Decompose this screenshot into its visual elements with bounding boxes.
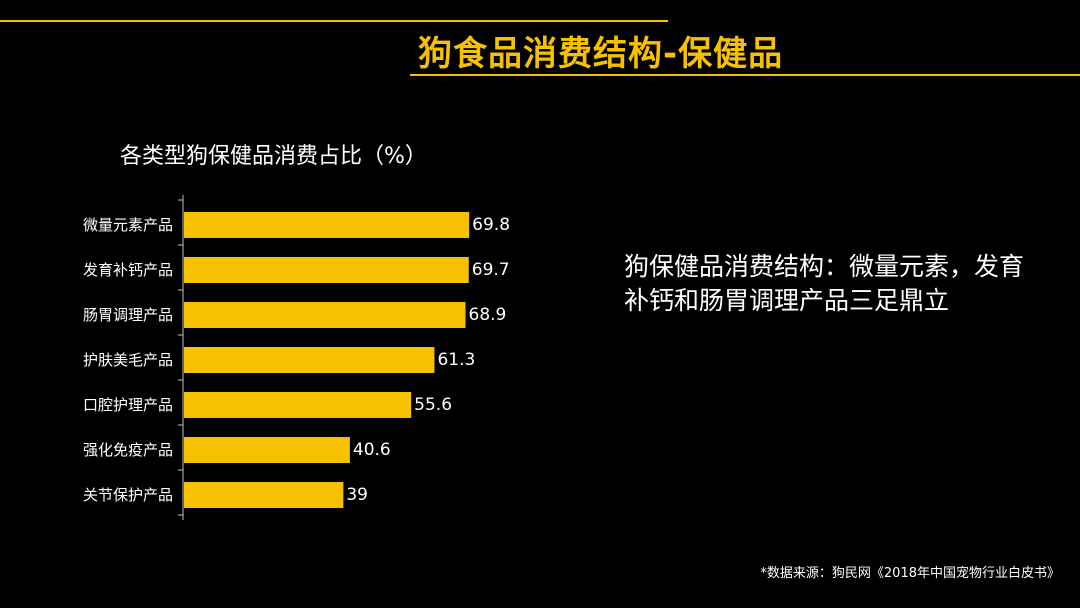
category-axis (178, 195, 184, 520)
title-underline (410, 74, 1080, 76)
category-label: 发育补钙产品 (83, 261, 173, 279)
slide-title: 狗食品消费结构-保健品 (418, 34, 784, 74)
category-labels: 微量元素产品发育补钙产品肠胃调理产品护肤美毛产品口腔护理产品强化免疫产品关节保护… (83, 216, 173, 504)
category-label: 护肤美毛产品 (83, 351, 173, 369)
bar (184, 212, 470, 238)
source-note: *数据来源：狗民网《2018年中国宠物行业白皮书》 (760, 566, 1060, 581)
bar (184, 437, 350, 463)
category-label: 强化免疫产品 (83, 441, 173, 459)
top-rule (0, 20, 668, 22)
bar (184, 302, 466, 328)
chart-title: 各类型狗保健品消费占比（%） (120, 144, 427, 169)
value-label: 68.9 (469, 305, 507, 325)
category-label: 口腔护理产品 (83, 396, 173, 414)
value-label: 61.3 (437, 350, 475, 370)
bar-series (184, 212, 470, 508)
category-label: 关节保护产品 (83, 486, 173, 504)
category-label: 肠胃调理产品 (83, 306, 173, 324)
bar (184, 347, 435, 373)
bar (184, 482, 344, 508)
value-label: 40.6 (353, 440, 391, 460)
bar (184, 392, 412, 418)
bar-chart: 微量元素产品发育补钙产品肠胃调理产品护肤美毛产品口腔护理产品强化免疫产品关节保护… (83, 195, 510, 520)
value-labels: 69.8 69.7 68.9 61.3 55.6 40.6 39 (346, 215, 510, 505)
category-label: 微量元素产品 (83, 216, 173, 234)
summary-text: 狗保健品消费结构：微量元素，发育补钙和肠胃调理产品三足鼎立 (624, 252, 1025, 315)
bar (184, 257, 469, 283)
value-label: 39 (346, 485, 368, 505)
value-label: 69.8 (472, 215, 510, 235)
value-label: 69.7 (472, 260, 510, 280)
value-label: 55.6 (414, 395, 452, 415)
